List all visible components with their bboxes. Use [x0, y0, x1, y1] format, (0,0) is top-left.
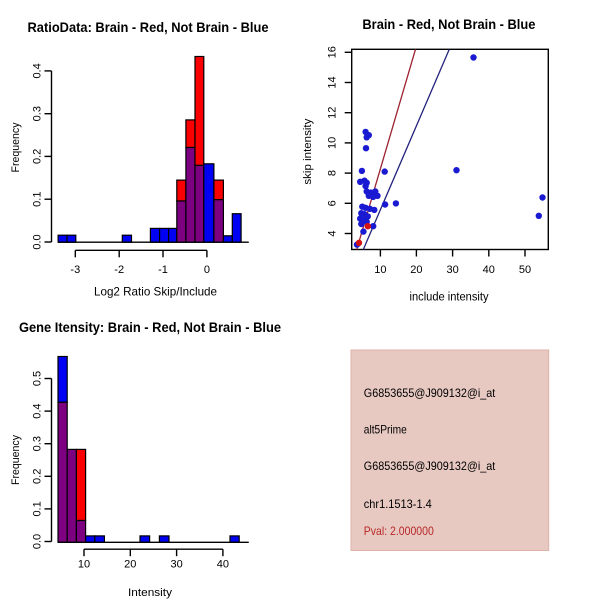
svg-text:0.5: 0.5 [32, 371, 44, 386]
svg-text:10: 10 [374, 264, 386, 276]
svg-text:chr1.1513-1.4: chr1.1513-1.4 [364, 497, 432, 511]
svg-text:-3: -3 [70, 264, 80, 276]
svg-text:40: 40 [217, 559, 229, 571]
svg-text:16: 16 [327, 46, 339, 58]
svg-text:10: 10 [327, 137, 339, 149]
svg-text:0.4: 0.4 [32, 403, 44, 418]
svg-text:0.0: 0.0 [32, 234, 44, 249]
svg-text:0.2: 0.2 [32, 469, 44, 484]
svg-text:Frequency: Frequency [10, 122, 22, 172]
svg-text:0.1: 0.1 [32, 501, 44, 516]
svg-text:30: 30 [446, 264, 458, 276]
svg-text:8: 8 [327, 170, 339, 176]
svg-text:skip intensity: skip intensity [302, 118, 314, 185]
svg-text:40: 40 [483, 264, 495, 276]
svg-text:50: 50 [519, 264, 531, 276]
svg-text:0.2: 0.2 [32, 149, 44, 164]
svg-text:12: 12 [327, 107, 339, 119]
svg-text:include intensity: include intensity [410, 292, 489, 304]
svg-text:0.4: 0.4 [32, 63, 44, 78]
svg-text:Log2 Ratio Skip/Include: Log2 Ratio Skip/Include [94, 285, 217, 299]
svg-text:0: 0 [204, 264, 210, 276]
svg-text:-1: -1 [158, 264, 168, 276]
svg-text:4: 4 [327, 230, 339, 236]
svg-text:Frequency: Frequency [10, 435, 22, 485]
svg-text:6: 6 [327, 200, 339, 206]
svg-text:alt5Prime: alt5Prime [364, 423, 407, 437]
svg-text:14: 14 [327, 76, 339, 88]
svg-text:Brain - Red, Not Brain - Blue: Brain - Red, Not Brain - Blue [362, 16, 535, 32]
svg-text:Pval: 2.000000: Pval: 2.000000 [364, 524, 434, 538]
svg-text:10: 10 [78, 559, 90, 571]
svg-text:Gene Itensity: Brain - Red, No: Gene Itensity: Brain - Red, Not Brain - … [19, 319, 281, 335]
svg-text:0.0: 0.0 [32, 534, 44, 549]
svg-text:30: 30 [170, 559, 182, 571]
svg-text:G6853655@J909132@i_at: G6853655@J909132@i_at [364, 459, 496, 473]
svg-text:G6853655@J909132@i_at: G6853655@J909132@i_at [364, 386, 496, 400]
svg-text:Intensity: Intensity [128, 587, 173, 599]
svg-text:20: 20 [124, 559, 136, 571]
svg-text:0.3: 0.3 [32, 436, 44, 451]
svg-text:-2: -2 [114, 264, 124, 276]
svg-text:0.3: 0.3 [32, 106, 44, 121]
svg-text:0.1: 0.1 [32, 192, 44, 207]
svg-text:RatioData: Brain - Red, Not Br: RatioData: Brain - Red, Not Brain - Blue [28, 19, 269, 35]
svg-text:20: 20 [410, 264, 422, 276]
